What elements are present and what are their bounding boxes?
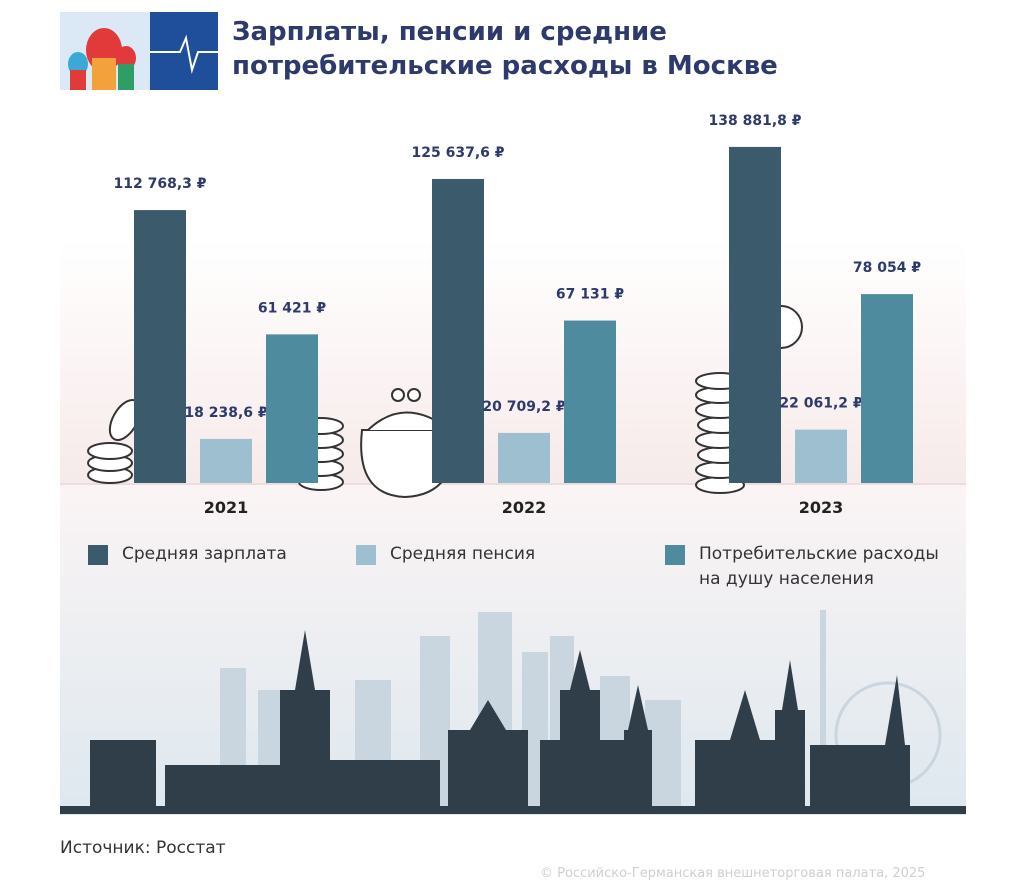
copyright: © Российско-Германская внешнеторговая па…	[540, 866, 926, 881]
bar	[498, 432, 550, 483]
coins	[87, 305, 803, 499]
x-tick-label: 2021	[204, 498, 249, 517]
chart-title: Зарплаты, пенсии и средние потребительск…	[232, 17, 778, 81]
legend-swatch	[88, 545, 108, 565]
bar	[795, 429, 847, 483]
value-label: 78 054 ₽	[853, 260, 921, 276]
value-label: 22 061,2 ₽	[779, 396, 863, 412]
value-label: 112 768,3 ₽	[114, 176, 207, 192]
bar	[134, 210, 186, 483]
legend-label: Средняя зарплата	[122, 544, 287, 564]
legend-label: Потребительские расходы на душу населени…	[699, 544, 939, 589]
source: Источник: Росстат	[60, 838, 226, 858]
value-label: 138 881,8 ₽	[709, 113, 802, 129]
bar	[729, 146, 781, 483]
x-tick-label: 2023	[799, 498, 844, 517]
logo	[60, 12, 218, 90]
value-label: 61 421 ₽	[258, 300, 326, 316]
bar	[564, 320, 616, 483]
value-label: 67 131 ₽	[556, 287, 624, 303]
bar	[200, 438, 252, 483]
value-label: 125 637,6 ₽	[412, 145, 505, 161]
legend-swatch	[665, 545, 685, 565]
value-label: 20 709,2 ₽	[482, 399, 566, 415]
bar	[266, 334, 318, 483]
skyline	[60, 610, 966, 814]
value-label: 18 238,6 ₽	[184, 405, 268, 421]
bar	[432, 178, 484, 483]
x-tick-label: 2022	[502, 498, 547, 517]
legend-label: Средняя пенсия	[390, 544, 536, 564]
legend-swatch	[356, 545, 376, 565]
bar	[861, 294, 913, 483]
